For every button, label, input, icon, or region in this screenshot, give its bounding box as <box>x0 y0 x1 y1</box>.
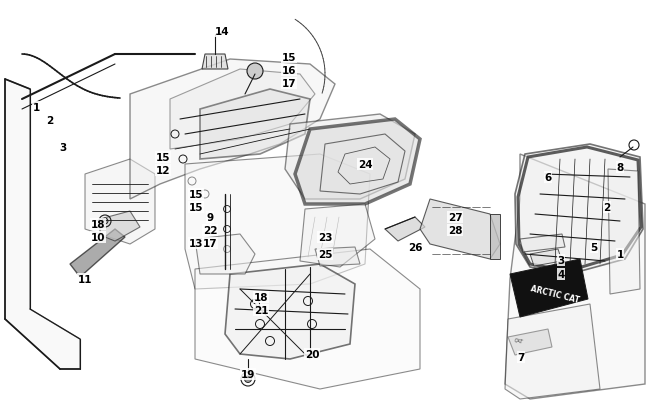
Text: 1: 1 <box>616 249 623 259</box>
Polygon shape <box>285 115 415 200</box>
Text: 18: 18 <box>91 220 105 230</box>
Circle shape <box>244 375 252 383</box>
Polygon shape <box>505 304 600 399</box>
Text: 12: 12 <box>156 166 170 175</box>
Text: 25: 25 <box>318 249 332 259</box>
Text: 1: 1 <box>32 103 40 113</box>
Text: 18: 18 <box>254 292 268 302</box>
Text: 3: 3 <box>558 256 565 265</box>
Text: 24: 24 <box>358 160 372 170</box>
Circle shape <box>102 218 108 224</box>
Text: 7: 7 <box>517 352 525 362</box>
Polygon shape <box>195 249 420 389</box>
Polygon shape <box>100 211 140 241</box>
Text: 15: 15 <box>188 190 203 200</box>
Text: 20: 20 <box>305 349 319 359</box>
Text: CAT: CAT <box>514 337 524 344</box>
Text: 15: 15 <box>156 153 170 162</box>
Polygon shape <box>508 329 552 355</box>
Text: 22: 22 <box>203 226 217 235</box>
Text: 19: 19 <box>240 369 255 379</box>
Polygon shape <box>202 55 228 70</box>
Polygon shape <box>5 80 80 369</box>
Text: 15: 15 <box>281 53 296 63</box>
Polygon shape <box>520 234 565 252</box>
Text: 11: 11 <box>78 274 92 284</box>
Text: ARCTIC CAT: ARCTIC CAT <box>530 284 581 305</box>
Text: 21: 21 <box>254 305 268 315</box>
Text: 26: 26 <box>408 243 422 252</box>
Polygon shape <box>515 145 643 274</box>
Text: 17: 17 <box>281 79 296 89</box>
Polygon shape <box>608 170 640 294</box>
Polygon shape <box>170 70 315 149</box>
Polygon shape <box>200 90 310 160</box>
Polygon shape <box>385 217 425 241</box>
Polygon shape <box>295 120 420 205</box>
Text: 5: 5 <box>590 243 597 252</box>
Text: 28: 28 <box>448 226 462 235</box>
Text: 15: 15 <box>188 202 203 213</box>
Polygon shape <box>300 205 375 267</box>
Text: 23: 23 <box>318 232 332 243</box>
Polygon shape <box>510 259 588 317</box>
Text: 4: 4 <box>557 269 565 279</box>
Text: 3: 3 <box>59 143 66 153</box>
Polygon shape <box>315 247 360 266</box>
Text: 2: 2 <box>603 202 610 213</box>
Polygon shape <box>130 60 335 200</box>
Polygon shape <box>185 155 370 289</box>
Text: 2: 2 <box>46 116 53 126</box>
Polygon shape <box>530 249 562 266</box>
Text: 27: 27 <box>448 213 462 222</box>
Text: 9: 9 <box>207 213 214 222</box>
Text: 10: 10 <box>91 232 105 243</box>
Text: 16: 16 <box>281 66 296 76</box>
Text: 6: 6 <box>545 173 552 183</box>
Text: 17: 17 <box>203 239 217 248</box>
Polygon shape <box>85 160 155 244</box>
Polygon shape <box>225 264 355 359</box>
Polygon shape <box>490 215 500 259</box>
Polygon shape <box>195 234 255 274</box>
Polygon shape <box>505 155 645 399</box>
Polygon shape <box>320 135 405 194</box>
Circle shape <box>247 64 263 80</box>
Text: 14: 14 <box>214 27 229 37</box>
Polygon shape <box>70 230 125 277</box>
Text: 8: 8 <box>616 162 623 173</box>
Text: 13: 13 <box>188 239 203 248</box>
Polygon shape <box>420 200 500 259</box>
